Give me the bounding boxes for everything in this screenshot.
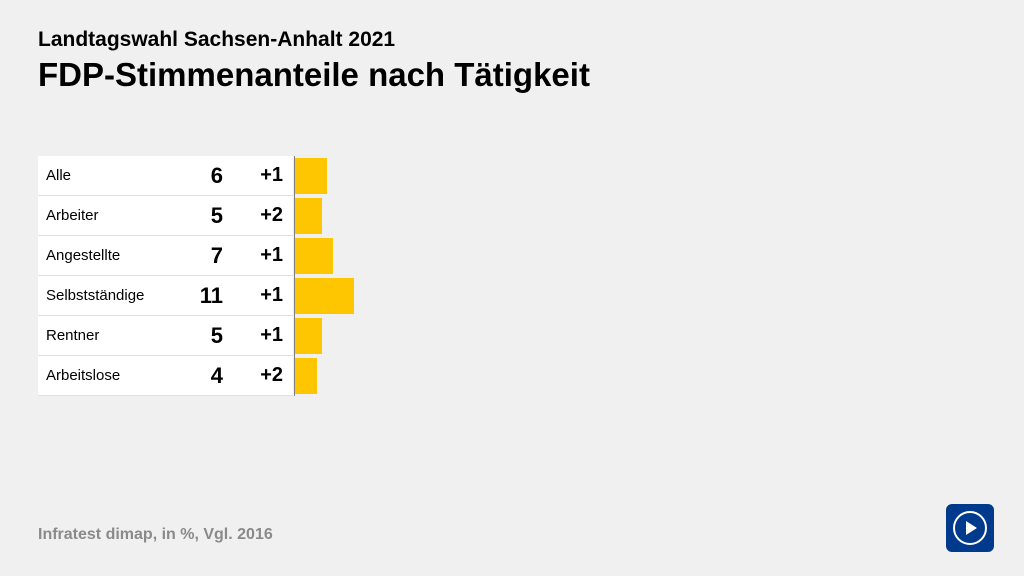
bar: [295, 318, 322, 354]
bar: [295, 358, 317, 394]
bar-container: [295, 356, 317, 396]
row-value: 4: [173, 356, 233, 396]
row-change: +1: [233, 316, 293, 356]
bar: [295, 278, 354, 314]
header: Landtagswahl Sachsen-Anhalt 2021 FDP-Sti…: [0, 0, 1024, 94]
chart-row: Alle6+1: [38, 156, 354, 196]
row-label: Rentner: [38, 316, 173, 356]
bar-container: [295, 276, 354, 316]
row-label: Selbstständige: [38, 276, 173, 316]
row-change: +1: [233, 236, 293, 276]
bar-container: [295, 236, 333, 276]
bar: [295, 238, 333, 274]
source-caption: Infratest dimap, in %, Vgl. 2016: [38, 526, 273, 544]
chart-title: FDP-Stimmenanteile nach Tätigkeit: [38, 56, 986, 94]
chart-row: Arbeiter5+2: [38, 196, 354, 236]
bar: [295, 198, 322, 234]
broadcaster-logo: [946, 504, 994, 552]
row-value: 6: [173, 156, 233, 196]
chart-row: Arbeitslose4+2: [38, 356, 354, 396]
chart-row: Angestellte7+1: [38, 236, 354, 276]
row-change: +2: [233, 196, 293, 236]
row-change: +2: [233, 356, 293, 396]
chart-subtitle: Landtagswahl Sachsen-Anhalt 2021: [38, 28, 986, 52]
bar-container: [295, 156, 327, 196]
row-label: Arbeiter: [38, 196, 173, 236]
row-value: 5: [173, 196, 233, 236]
row-label: Alle: [38, 156, 173, 196]
row-value: 7: [173, 236, 233, 276]
axis-line: [294, 156, 295, 396]
bar-chart: Alle6+1Arbeiter5+2Angestellte7+1Selbstst…: [38, 156, 354, 396]
row-label: Angestellte: [38, 236, 173, 276]
row-change: +1: [233, 156, 293, 196]
chart-row: Selbstständige11+1: [38, 276, 354, 316]
chart-row: Rentner5+1: [38, 316, 354, 356]
row-value: 5: [173, 316, 233, 356]
row-value: 11: [173, 276, 233, 316]
bar-container: [295, 316, 322, 356]
bar: [295, 158, 327, 194]
row-label: Arbeitslose: [38, 356, 173, 396]
play-triangle-icon: [953, 511, 987, 545]
row-change: +1: [233, 276, 293, 316]
bar-container: [295, 196, 322, 236]
